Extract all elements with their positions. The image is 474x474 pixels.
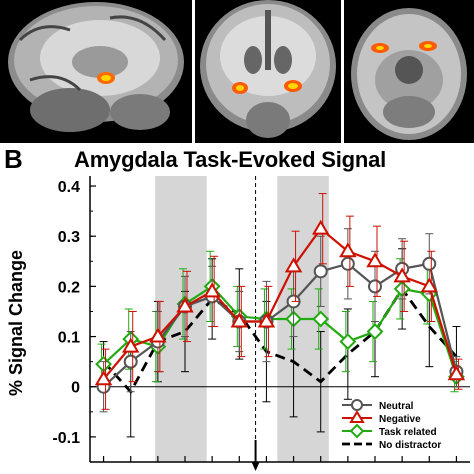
data-point bbox=[340, 256, 355, 271]
y-axis-label: % Signal Change bbox=[6, 250, 26, 396]
legend-marker bbox=[349, 410, 365, 423]
y-tick-label: 0.2 bbox=[58, 279, 80, 296]
y-tick-label: 0 bbox=[71, 380, 80, 397]
legend-marker bbox=[349, 423, 365, 439]
y-tick-label: 0.4 bbox=[58, 179, 80, 196]
shaded-region-1 bbox=[155, 176, 207, 462]
chart-title: Amygdala Task-Evoked Signal bbox=[74, 147, 387, 172]
data-point bbox=[368, 279, 382, 294]
data-point bbox=[94, 370, 113, 386]
panel-letter: B bbox=[4, 144, 23, 174]
data-point bbox=[284, 257, 303, 273]
y-tick-label: 0.3 bbox=[58, 229, 80, 246]
series-line bbox=[102, 227, 458, 380]
legend-label: Task related bbox=[379, 427, 437, 438]
data-point bbox=[176, 297, 194, 313]
legend-label: Neutral bbox=[379, 401, 414, 412]
data-point bbox=[313, 264, 328, 279]
data-point bbox=[422, 256, 437, 271]
data-point bbox=[123, 354, 138, 369]
legend-label: Negative bbox=[379, 414, 421, 425]
data-point bbox=[366, 323, 384, 340]
data-point bbox=[121, 337, 140, 353]
data-point bbox=[149, 327, 167, 343]
data-point bbox=[339, 333, 357, 350]
legend: Neutral Negative Task related No distractor bbox=[342, 399, 441, 451]
data-point bbox=[339, 242, 357, 258]
data-point bbox=[257, 312, 276, 328]
data-point bbox=[311, 219, 330, 235]
data-point bbox=[420, 277, 439, 293]
brain-image-coronal bbox=[195, 0, 341, 143]
y-tick-label: -0.1 bbox=[52, 430, 80, 447]
data-point bbox=[393, 267, 411, 283]
legend-label: No distractor bbox=[379, 440, 441, 451]
brain-image-axial bbox=[344, 0, 474, 143]
legend-marker bbox=[351, 399, 363, 411]
data-point bbox=[447, 365, 466, 381]
brain-image-sagittal bbox=[0, 0, 192, 143]
event-marker-arrow-head bbox=[251, 462, 260, 471]
y-tick-label: 0.1 bbox=[58, 330, 80, 347]
data-point bbox=[230, 312, 249, 328]
data-point bbox=[366, 252, 384, 268]
series-negative bbox=[94, 193, 466, 410]
data-point bbox=[312, 310, 330, 328]
data-point bbox=[203, 282, 221, 298]
